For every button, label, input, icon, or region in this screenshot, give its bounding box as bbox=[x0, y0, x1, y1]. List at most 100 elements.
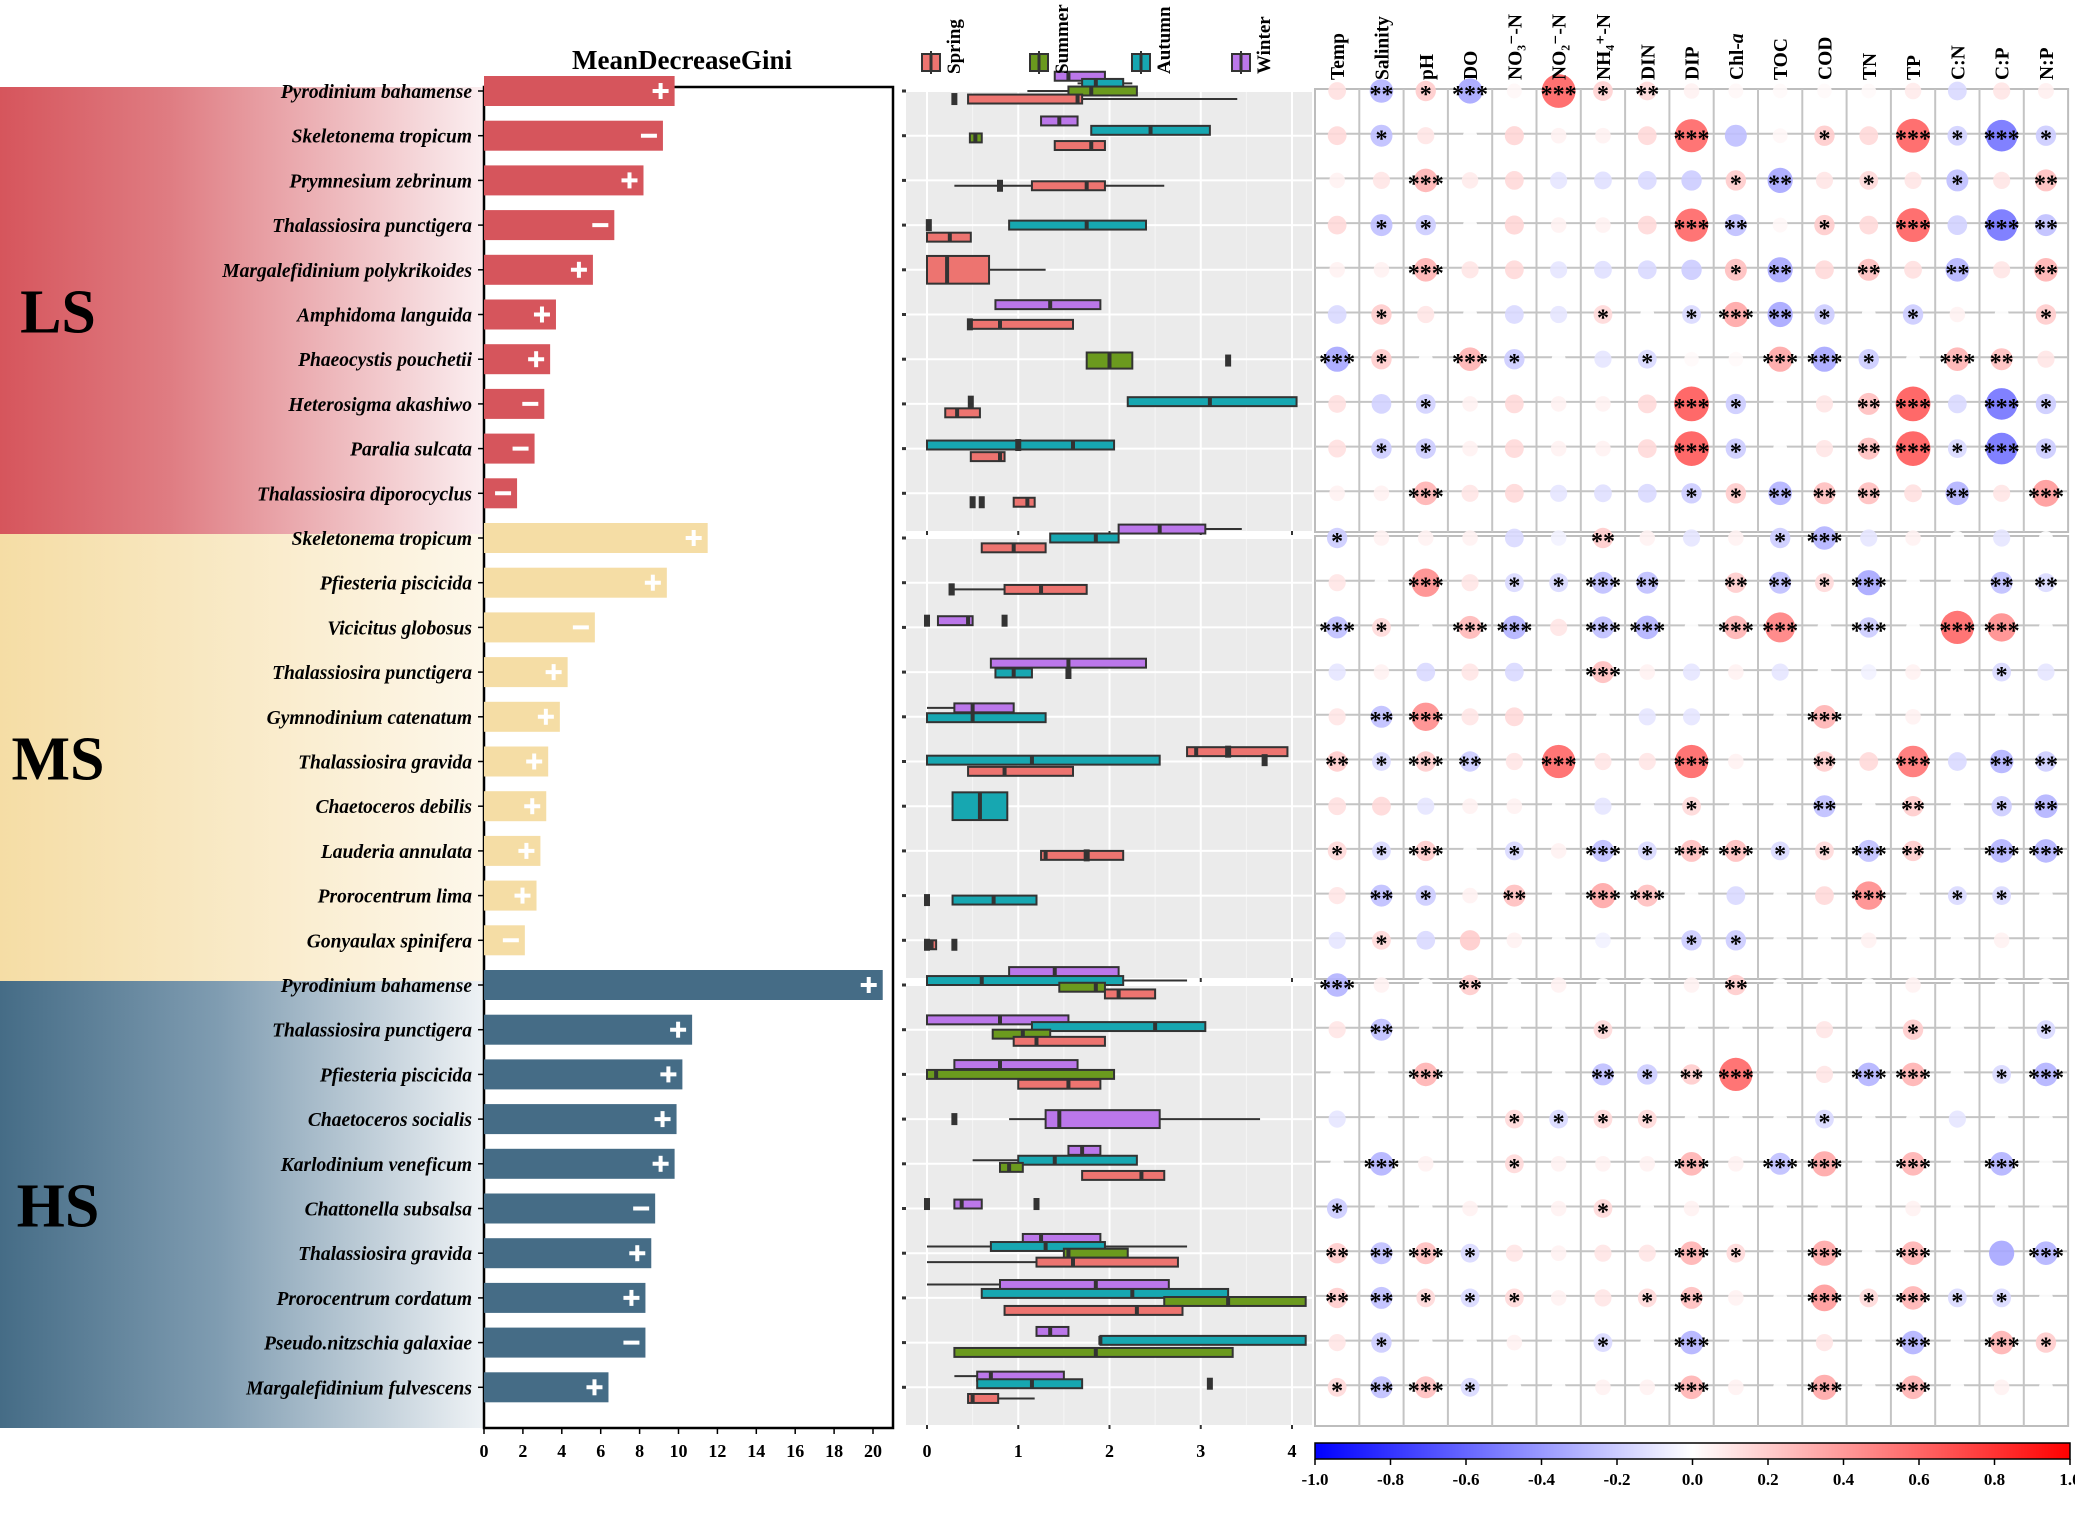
bar-x-tick-label: 10 bbox=[670, 1441, 688, 1461]
correlation-circle bbox=[1463, 1067, 1478, 1082]
bar-x-tick-label: 14 bbox=[747, 1441, 765, 1461]
column-label-italic-part: a bbox=[1727, 33, 1748, 43]
correlation-circle bbox=[1463, 843, 1478, 858]
heatmap-column-label: C:N bbox=[1948, 45, 1969, 80]
species-label: Prorocentrum cordatum bbox=[275, 1289, 472, 1310]
correlation-circle bbox=[1993, 1379, 2010, 1396]
box-x-tick-label: 4 bbox=[1288, 1441, 1297, 1461]
correlation-circle bbox=[1328, 1021, 1346, 1039]
correlation-circle bbox=[1906, 888, 1921, 903]
significance-stars: * bbox=[1375, 350, 1387, 376]
correlation-circle bbox=[1773, 799, 1788, 814]
correlation-circle bbox=[1773, 1022, 1788, 1037]
correlation-circle bbox=[1459, 930, 1481, 951]
correlation-circle bbox=[1330, 1156, 1345, 1171]
correlation-circle bbox=[1413, 258, 1438, 282]
correlation-circle bbox=[1328, 574, 1346, 592]
correlation-circle bbox=[1815, 440, 1834, 458]
correlation-circle bbox=[1550, 618, 1568, 637]
significance-stars: *** bbox=[1984, 1155, 2020, 1181]
correlation-circle bbox=[1945, 481, 1970, 506]
correlation-circle bbox=[1328, 931, 1346, 949]
correlation-circle bbox=[1417, 530, 1434, 546]
box-autumn bbox=[989, 1241, 1106, 1252]
correlation-circle bbox=[1772, 128, 1788, 144]
correlation-circle bbox=[1814, 214, 1835, 236]
significance-stars: *** bbox=[1629, 618, 1665, 644]
correlation-circle bbox=[1370, 705, 1393, 728]
correlation-circle bbox=[1550, 396, 1567, 412]
correlation-circle bbox=[1772, 83, 1788, 99]
significance-stars: ** bbox=[1768, 171, 1792, 197]
significance-stars: *** bbox=[1496, 618, 1532, 644]
correlation-circle bbox=[1415, 885, 1436, 906]
significance-stars: * bbox=[1420, 1289, 1432, 1315]
correlation-circle bbox=[2038, 933, 2053, 948]
correlation-circle bbox=[1950, 843, 1965, 858]
correlation-circle bbox=[1591, 616, 1614, 639]
correlation-circle bbox=[1328, 1334, 1346, 1352]
correlation-circle bbox=[1418, 978, 1433, 992]
significance-stars: * bbox=[1508, 350, 1520, 376]
significance-stars: * bbox=[2040, 306, 2052, 332]
correlation-circle bbox=[1542, 744, 1576, 779]
significance-stars: ** bbox=[1458, 976, 1482, 1002]
correlation-circle bbox=[1989, 1152, 2014, 1176]
significance-stars: ** bbox=[1990, 350, 2014, 376]
significance-stars: * bbox=[1951, 127, 1963, 153]
correlation-circle bbox=[1460, 1377, 1480, 1397]
correlation-circle bbox=[1637, 439, 1657, 458]
correlation-circle bbox=[2038, 1112, 2053, 1127]
box-spring bbox=[1012, 1035, 1106, 1047]
correlation-circle bbox=[1896, 118, 1930, 153]
group-bands: LS MS HS bbox=[0, 87, 483, 1428]
correlation-circle bbox=[1906, 352, 1921, 367]
correlation-circle bbox=[1595, 1379, 1611, 1396]
correlation-circle bbox=[1860, 664, 1877, 680]
correlation-circle bbox=[1895, 431, 1931, 466]
correlation-circle bbox=[1550, 171, 1568, 189]
significance-stars: ** bbox=[2034, 753, 2058, 779]
correlation-circle bbox=[1595, 1156, 1611, 1172]
box-winter bbox=[953, 702, 1015, 714]
correlation-circle bbox=[1681, 259, 1702, 280]
significance-stars: * bbox=[1508, 842, 1520, 868]
significance-stars: * bbox=[1686, 484, 1698, 510]
column-label-part: Chl- bbox=[1727, 43, 1748, 80]
species-label: Vicicitus globosus bbox=[327, 618, 472, 639]
significance-stars: ** bbox=[1724, 976, 1748, 1002]
box-x-tick-label: 0 bbox=[923, 1441, 932, 1461]
correlation-circle bbox=[1769, 527, 1791, 549]
correlation-circle bbox=[1773, 754, 1788, 769]
significance-stars: * bbox=[1508, 1289, 1520, 1315]
significance-stars: *** bbox=[1674, 440, 1710, 466]
correlation-circle bbox=[1418, 620, 1433, 635]
correlation-circle bbox=[1901, 1286, 1925, 1310]
correlation-circle bbox=[2038, 1290, 2053, 1305]
correlation-circle bbox=[2035, 304, 2057, 325]
significance-stars: * bbox=[1597, 1110, 1609, 1136]
correlation-circle bbox=[1326, 1198, 1348, 1219]
significance-stars: *** bbox=[1363, 1155, 1399, 1181]
correlation-circle bbox=[1591, 1063, 1614, 1086]
importance-bar bbox=[484, 567, 667, 598]
species-label: Prymnesium zebrinum bbox=[288, 171, 472, 192]
significance-stars: * bbox=[1951, 171, 1963, 197]
significance-stars: ** bbox=[1901, 797, 1925, 823]
significance-stars: ** bbox=[1768, 484, 1792, 510]
correlation-circle bbox=[1636, 884, 1659, 907]
correlation-circle bbox=[1859, 1288, 1879, 1308]
correlation-circle bbox=[1684, 351, 1699, 367]
significance-stars: ** bbox=[1369, 82, 1393, 108]
correlation-circle bbox=[1504, 662, 1524, 682]
heatmap-column-label: TOC bbox=[1771, 38, 1792, 80]
correlation-circle bbox=[1992, 886, 2012, 905]
correlation-circle bbox=[1680, 1286, 1703, 1309]
correlation-circle bbox=[1947, 125, 1968, 146]
correlation-circle bbox=[1550, 1290, 1567, 1306]
correlation-circle bbox=[1550, 977, 1567, 993]
correlation-circle bbox=[1861, 1022, 1876, 1037]
significance-stars: *** bbox=[1674, 127, 1710, 153]
correlation-circle bbox=[1551, 888, 1566, 903]
correlation-circle bbox=[1811, 1284, 1838, 1312]
